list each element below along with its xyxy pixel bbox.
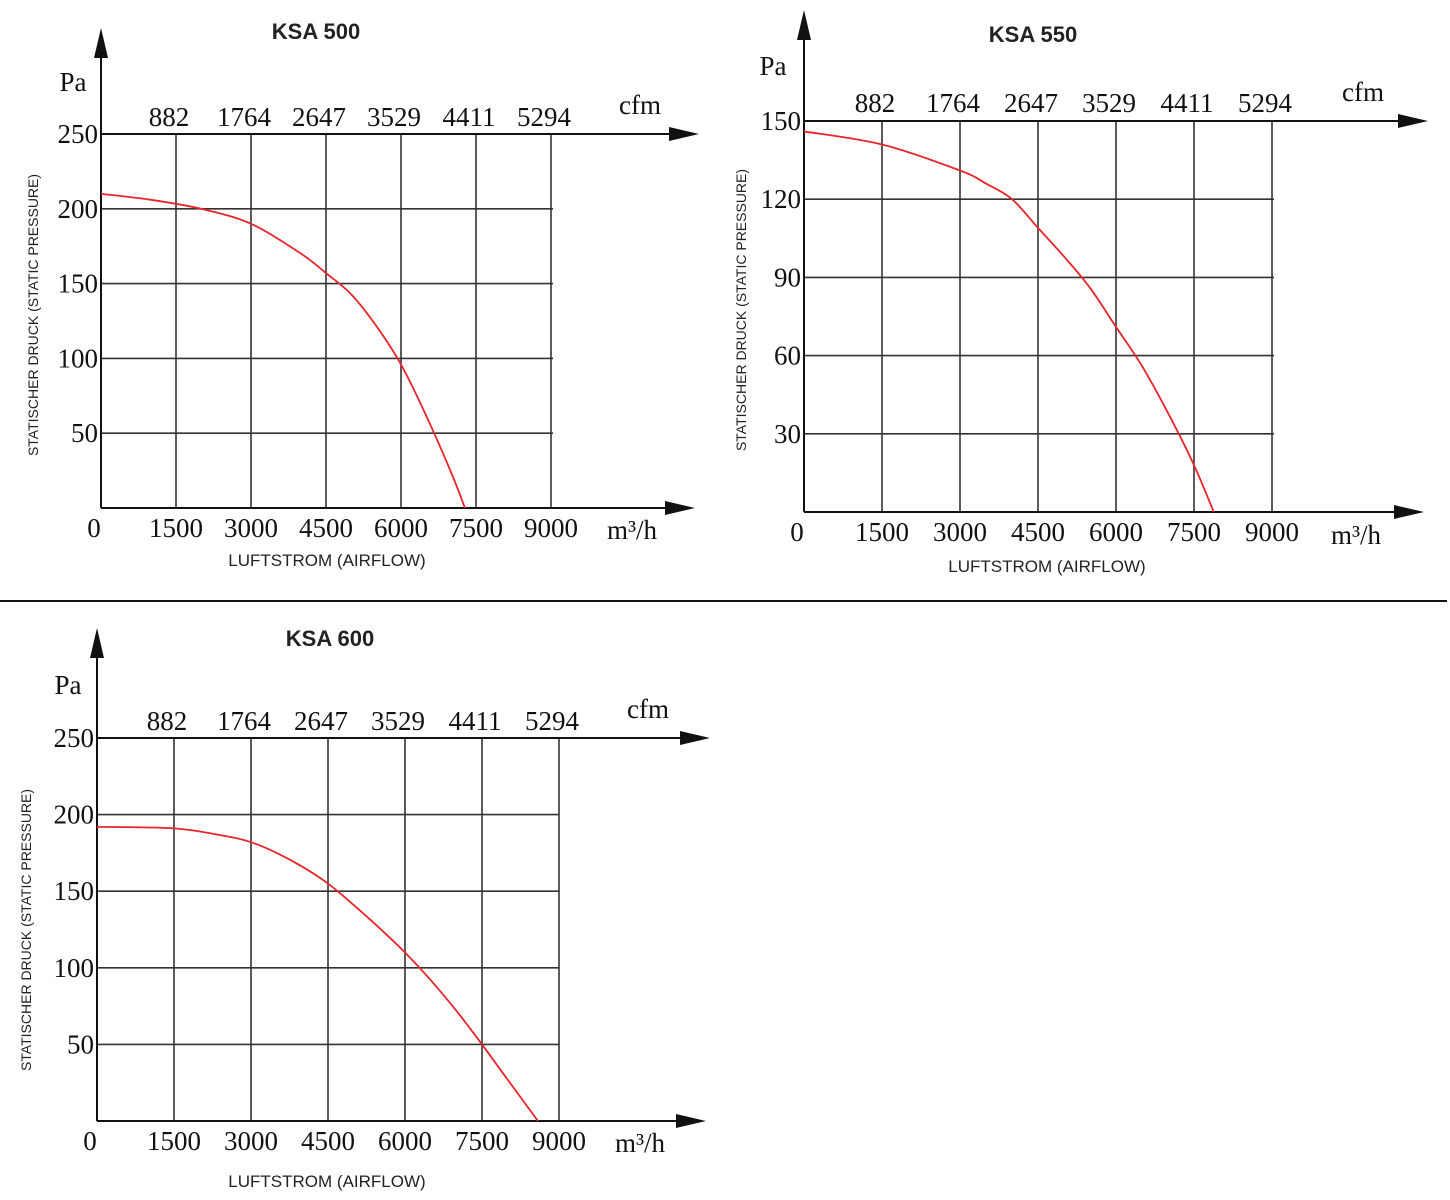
performance-curve <box>803 130 1215 513</box>
y-axis-title: STATISCHER DRUCK (STATIC PRESSURE) <box>18 789 34 1071</box>
chart-ksa-600: 1500 3000 4500 6000 7500 9000 50 100 150 200 250 88… <box>18 626 710 1191</box>
x-tick-label: 6000 <box>378 1126 432 1156</box>
cfm-tick-label: 4411 <box>449 706 502 736</box>
cfm-tick-label: 882 <box>147 706 188 736</box>
y-tick-label: 50 <box>71 418 98 448</box>
cfm-tick-label: 2647 <box>1004 88 1058 118</box>
y-tick-label: 60 <box>774 341 801 371</box>
cfm-unit-label: cfm <box>619 90 661 120</box>
x-axis-title: LUFTSTROM (AIRFLOW) <box>228 1172 425 1191</box>
x-tick-label: 7500 <box>1167 517 1221 547</box>
y-tick-label: 90 <box>774 262 801 292</box>
y-axis-title: STATISCHER DRUCK (STATIC PRESSURE) <box>25 174 41 456</box>
y-tick-label: 200 <box>54 800 95 830</box>
cfm-unit-label: cfm <box>1342 77 1384 107</box>
x-tick-label: 3000 <box>224 513 278 543</box>
x-tick-label: 4500 <box>1011 517 1065 547</box>
cfm-unit-label: cfm <box>627 694 669 724</box>
y-tick-label: 150 <box>54 876 95 906</box>
chart-title: KSA 550 <box>989 22 1077 47</box>
cfm-tick-label: 3529 <box>371 706 425 736</box>
chart-title: KSA 600 <box>286 626 374 651</box>
x-tick-label: 7500 <box>455 1126 509 1156</box>
y-tick-label: 50 <box>67 1029 94 1059</box>
cfm-tick-label: 882 <box>149 102 190 132</box>
x-tick-label: 4500 <box>299 513 353 543</box>
cfm-tick-label: 2647 <box>294 706 348 736</box>
cfm-tick-label: 1764 <box>217 102 272 132</box>
y-tick-label: 100 <box>54 953 95 983</box>
y-axis-arrow-icon <box>797 10 811 40</box>
cfm-tick-label: 4411 <box>443 102 496 132</box>
x-tick-label: 9000 <box>1245 517 1299 547</box>
cfm-axis-arrow-icon <box>1398 114 1428 128</box>
y-unit-label: Pa <box>55 670 82 700</box>
x-unit-label: m³/h <box>1331 520 1382 550</box>
x-unit-label: m³/h <box>607 515 658 545</box>
cfm-tick-label: 3529 <box>367 102 421 132</box>
performance-curve <box>96 825 539 1122</box>
x-tick-label: 1500 <box>149 513 203 543</box>
x-tick-label: 6000 <box>1089 517 1143 547</box>
chart-ksa-500: 1500 3000 4500 6000 7500 9000 50 100 150 200 250 88… <box>25 19 699 570</box>
performance-curve <box>100 192 466 509</box>
chart-ksa-550: 1500 3000 4500 6000 7500 9000 30 60 90 120 150 882 1… <box>733 10 1428 576</box>
x-axis-arrow-icon <box>665 501 695 515</box>
origin-label: 0 <box>83 1126 97 1156</box>
x-tick-label: 9000 <box>524 513 578 543</box>
cfm-tick-label: 1764 <box>217 706 272 736</box>
x-tick-label: 3000 <box>933 517 987 547</box>
cfm-tick-label: 5294 <box>517 102 572 132</box>
y-unit-label: Pa <box>60 67 87 97</box>
y-tick-label: 200 <box>58 194 99 224</box>
y-tick-label: 100 <box>58 343 99 373</box>
x-axis-title: LUFTSTROM (AIRFLOW) <box>948 557 1145 576</box>
x-tick-label: 4500 <box>301 1126 355 1156</box>
origin-label: 0 <box>87 513 101 543</box>
x-tick-label: 3000 <box>224 1126 278 1156</box>
y-tick-label: 150 <box>58 269 99 299</box>
cfm-tick-label: 1764 <box>926 88 981 118</box>
y-tick-label: 250 <box>58 119 99 149</box>
y-axis-title: STATISCHER DRUCK (STATIC PRESSURE) <box>733 169 749 451</box>
cfm-tick-label: 3529 <box>1082 88 1136 118</box>
cfm-tick-label: 4411 <box>1161 88 1214 118</box>
x-tick-label: 9000 <box>532 1126 586 1156</box>
y-tick-label: 120 <box>761 184 802 214</box>
cfm-tick-label: 5294 <box>525 706 580 736</box>
y-tick-label: 150 <box>761 106 802 136</box>
x-axis-arrow-icon <box>1394 505 1424 519</box>
x-unit-label: m³/h <box>615 1128 666 1158</box>
y-unit-label: Pa <box>760 51 787 81</box>
x-tick-label: 7500 <box>449 513 503 543</box>
cfm-axis-arrow-icon <box>680 731 710 745</box>
chart-title: KSA 500 <box>272 19 360 44</box>
cfm-tick-label: 882 <box>855 88 896 118</box>
cfm-tick-label: 5294 <box>1238 88 1293 118</box>
x-tick-label: 1500 <box>855 517 909 547</box>
x-tick-label: 6000 <box>374 513 428 543</box>
cfm-tick-label: 2647 <box>292 102 346 132</box>
x-axis-arrow-icon <box>676 1114 706 1128</box>
origin-label: 0 <box>790 517 804 547</box>
x-axis-title: LUFTSTROM (AIRFLOW) <box>228 551 425 570</box>
cfm-axis-arrow-icon <box>669 127 699 141</box>
y-tick-label: 250 <box>54 723 95 753</box>
y-axis-arrow-icon <box>94 28 108 58</box>
y-axis-arrow-icon <box>90 628 104 658</box>
y-tick-label: 30 <box>774 419 801 449</box>
x-tick-label: 1500 <box>147 1126 201 1156</box>
